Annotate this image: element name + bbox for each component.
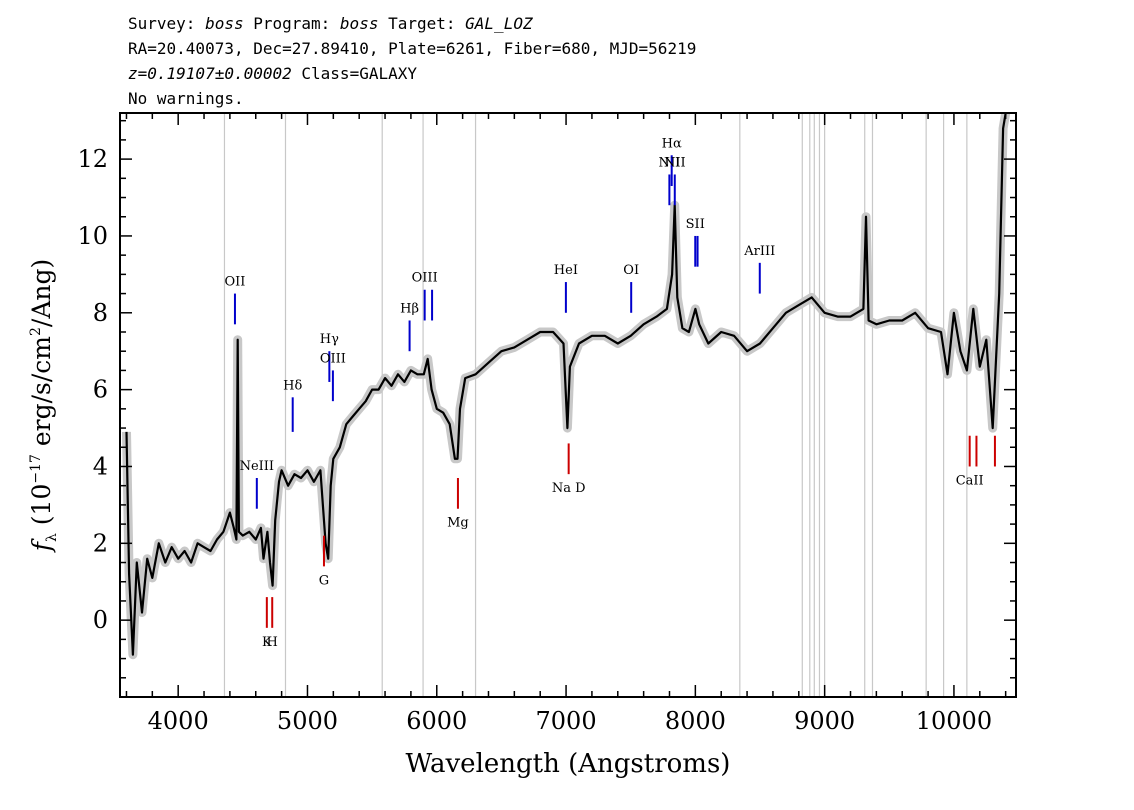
emission-line-label: Hγ [320,332,339,347]
x-tick-label: 9000 [794,707,855,735]
x-tick-label: 8000 [665,707,726,735]
emission-line-label: SII [686,217,705,232]
emission-line-label: NII [659,155,681,170]
absorption-line-label: Mg [447,516,469,531]
target-value: GAL_LOZ [465,14,533,33]
x-axis-label: Wavelength (Angstroms) [406,749,731,779]
emission-line-label: NeIII [240,459,274,474]
absorption-line-label: Na D [552,481,586,496]
x-tick-label: 6000 [406,707,467,735]
emission-line-label: ArIII [743,244,775,259]
emission-line-label: OIII [320,351,346,366]
y-tick-label: 12 [77,145,108,173]
emission-line-label: OII [224,275,245,290]
program-value: boss [339,14,379,33]
y-tick-label: 8 [93,299,108,327]
spectrum-series [125,112,1007,656]
emission-line-label: NII [664,155,686,170]
header-line-2: RA=20.40073, Dec=27.89410, Plate=6261, F… [128,39,697,58]
absorption-line-label: H [267,635,278,650]
y-tick-label: 10 [77,222,108,250]
emission-line-label: OIII [412,271,438,286]
target-label: Target: [378,14,466,33]
absorption-line-label: G [319,573,329,588]
y-axis-label: fλ (10−17 erg/s/cm2/Ang) [27,259,60,554]
y-tick-label: 2 [93,529,108,557]
y-ticks: 0 2 4 6 8 10 12 [77,119,1016,698]
x-ticks: 4000 5000 6000 7000 8000 9000 10000 [125,113,1007,735]
emission-line-label: Hα [662,136,682,151]
spectrum-line [125,112,1007,656]
redshift-value: z=0.19107±0.00002 [128,64,292,83]
x-tick-label: 5000 [277,707,338,735]
plot-frame [119,112,1017,698]
program-label: Program: [243,14,340,33]
x-tick-label: 7000 [536,707,597,735]
emission-line-label: OI [623,263,639,278]
absorption-line-label: K [262,635,272,650]
survey-label: Survey: [128,14,206,33]
survey-value: boss [205,14,244,33]
emission-line-label: Hδ [283,378,302,393]
header-line-3: z=0.19107±0.00002 Class=GALAXY [128,64,417,84]
absorption-line-label: CaII [956,473,984,488]
header-line-1: Survey: boss Program: boss Target: GAL_L… [128,14,533,34]
x-tick-label: 10000 [916,707,992,735]
line-markers: OII NeIII Hδ Hγ OIII Hβ OIII HeI OI NII Hα NII SII Ar… [224,136,996,650]
sky-lines [223,113,968,697]
x-tick-label: 4000 [148,707,209,735]
y-tick-label: 4 [93,452,108,480]
class-value: Class=GALAXY [291,64,417,83]
header-line-4: No warnings. [128,89,244,108]
y-tick-label: 6 [93,376,108,404]
emission-line-label: Hβ [400,301,419,316]
emission-line-label: HeI [554,263,578,278]
y-tick-label: 0 [93,606,108,634]
